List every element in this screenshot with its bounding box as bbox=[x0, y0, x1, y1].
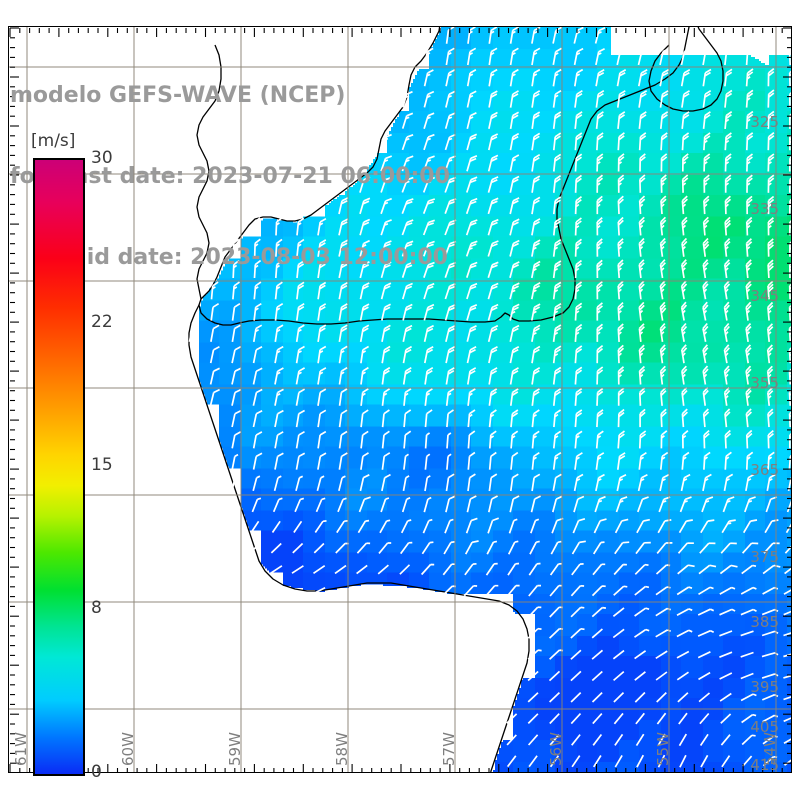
longitude-label-395: 395 bbox=[750, 678, 779, 696]
longitude-label-345: 345 bbox=[750, 287, 779, 305]
longitude-label-375: 375 bbox=[750, 548, 779, 566]
latitude-label-6: 55W bbox=[654, 732, 672, 766]
longitude-label-335: 335 bbox=[750, 200, 779, 218]
longitude-label-355: 355 bbox=[750, 374, 779, 392]
valid-date-label: valid date: 2023-08-03 12:00:00 bbox=[50, 245, 448, 270]
latitude-label-1: 60W bbox=[119, 732, 137, 766]
forecast-date-label: forecast date: 2023-07-21 06:00:00 bbox=[10, 164, 450, 189]
longitude-label-325: 325 bbox=[750, 113, 779, 131]
latitude-label-3: 58W bbox=[333, 732, 351, 766]
model-title: modelo GEFS-WAVE (NCEP) bbox=[10, 83, 346, 108]
colorbar-tick-30: 30 bbox=[91, 148, 113, 168]
colorbar-tick-22: 22 bbox=[91, 311, 113, 332]
latitude-label-4: 57W bbox=[440, 732, 458, 766]
latitude-label-7: 54W bbox=[761, 732, 779, 766]
title-block: modelo GEFS-WAVE (NCEP) forecast date: 2… bbox=[10, 28, 530, 325]
colorbar-tick-8: 8 bbox=[91, 598, 102, 619]
colorbar-tick-15: 15 bbox=[91, 455, 113, 475]
colorbar[interactable]: [m/s] 30 22 15 8 0 bbox=[31, 131, 113, 782]
colorbar-gradient bbox=[33, 158, 85, 776]
longitude-label-385: 385 bbox=[750, 613, 779, 631]
longitude-label-365: 365 bbox=[750, 461, 779, 479]
latitude-label-5: 56W bbox=[547, 732, 565, 766]
colorbar-unit-label: [m/s] bbox=[31, 131, 76, 151]
latitude-label-0: 61W bbox=[12, 732, 30, 766]
latitude-label-2: 59W bbox=[226, 732, 244, 766]
colorbar-tick-0: 0 bbox=[91, 762, 102, 782]
